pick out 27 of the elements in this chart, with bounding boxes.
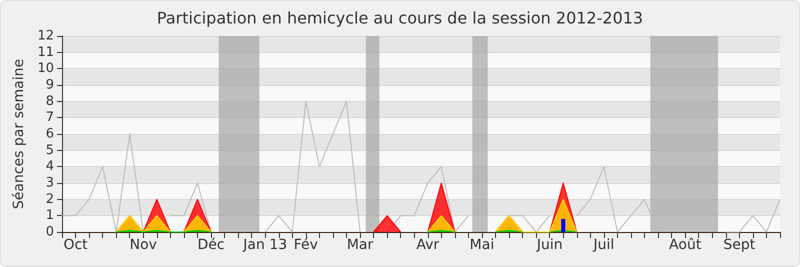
y-tick-label: 5 <box>46 142 54 158</box>
y-tick-label: 9 <box>46 78 54 92</box>
y-tick-label: 3 <box>46 176 54 190</box>
x-tick-label: Mar <box>346 237 374 253</box>
x-tick-label: Mai <box>470 237 494 253</box>
chart-title: Participation en hemicycle au cours de la session 2012-2013 <box>156 8 644 28</box>
y-axis-title: Séances par semaine <box>11 58 27 210</box>
x-tick-label: Déc <box>197 237 225 253</box>
y-tick-label: 11 <box>37 44 54 60</box>
x-tick-label: Avr <box>416 237 440 253</box>
y-tick-label: 4 <box>46 159 54 174</box>
y-tick-label: 1 <box>46 208 54 224</box>
y-tick-label: 2 <box>46 192 54 207</box>
y-tick-label: 7 <box>46 110 54 126</box>
x-tick-label: Jan 13 <box>242 237 288 253</box>
x-tick-label: Juil <box>592 237 614 253</box>
x-tick-label: Juin <box>536 237 563 253</box>
x-tick-label: Oct <box>63 237 88 253</box>
y-tick-label: 0 <box>46 224 54 240</box>
x-tick-label: Nov <box>130 237 157 253</box>
x-tick-label: Fév <box>294 237 318 253</box>
y-tick-label: 6 <box>46 126 54 142</box>
y-tick-label: 8 <box>46 94 54 109</box>
x-tick-label: Août <box>669 237 702 253</box>
y-tick-label: 12 <box>37 28 54 44</box>
x-tick-label: Sept <box>723 237 756 253</box>
y-tick-label: 10 <box>37 61 54 76</box>
